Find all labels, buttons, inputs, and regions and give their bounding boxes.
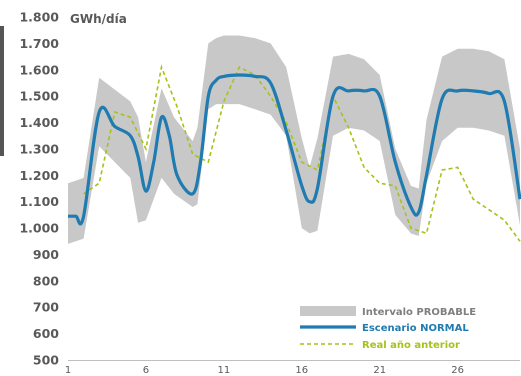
- x-tick-label: 6: [143, 365, 149, 376]
- y-tick-label: 1.300: [19, 141, 59, 156]
- y-tick-label: 500: [33, 353, 59, 368]
- probable-interval-band: [68, 35, 520, 244]
- unit-label: GWh/día: [70, 12, 127, 26]
- y-tick-label: 1.400: [19, 115, 59, 130]
- previous-year-line: [83, 64, 521, 242]
- y-tick-label: 800: [33, 273, 59, 288]
- y-tick-label: 1.800: [19, 10, 59, 25]
- x-tick-label: 26: [451, 365, 464, 376]
- legend-label-previous: Real año anterior: [362, 340, 460, 351]
- y-tick-label: 700: [33, 300, 59, 315]
- x-tick-label: 1: [65, 365, 71, 376]
- y-tick-label: 1.100: [19, 194, 59, 209]
- y-axis: 1.800 1.700 1.600 1.500 1.400 1.300 1.200 1.100…: [19, 10, 59, 368]
- legend-swatch-band: [300, 306, 356, 316]
- y-tick-label: 1.200: [19, 168, 59, 183]
- normal-scenario-line: [68, 73, 521, 226]
- y-tick-label: 1.500: [19, 89, 59, 104]
- legend-label-band: Intervalo PROBABLE: [362, 307, 476, 318]
- y-tick-label: 600: [33, 326, 59, 341]
- legend-label-normal: Escenario NORMAL: [362, 323, 469, 334]
- x-tick-label: 21: [373, 365, 386, 376]
- x-tick-label: 11: [217, 365, 230, 376]
- y-tick-label: 1.000: [19, 221, 59, 236]
- y-tick-label: 1.600: [19, 62, 59, 77]
- legend: Intervalo PROBABLE Escenario NORMAL Real…: [300, 306, 476, 351]
- x-axis: 1 6 11 16 21 26: [65, 365, 464, 376]
- y-tick-label: 1.700: [19, 36, 59, 51]
- x-tick-label: 16: [295, 365, 308, 376]
- left-edge-bar: [0, 26, 4, 156]
- y-tick-label: 900: [33, 247, 59, 262]
